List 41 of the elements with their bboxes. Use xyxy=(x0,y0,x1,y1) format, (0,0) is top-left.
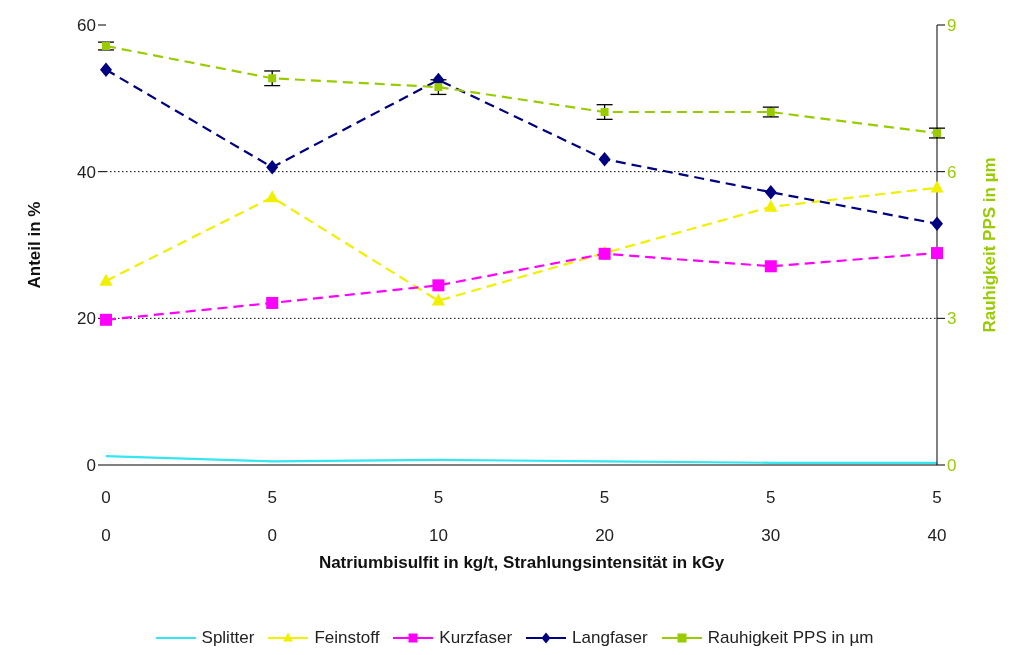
x-tick-label: 5 40 xyxy=(927,488,947,545)
point xyxy=(598,152,611,167)
y-axis-title: Anteil in % xyxy=(25,201,45,289)
point xyxy=(764,260,777,273)
y-tick-label: 40 xyxy=(77,162,96,182)
point xyxy=(100,62,112,77)
point xyxy=(431,293,445,306)
y-tick-label: 0 xyxy=(86,456,96,476)
point xyxy=(432,279,445,292)
point xyxy=(99,273,113,286)
legend-label: Splitter xyxy=(201,628,255,648)
legend-label: Rauhigkeit PPS in µm xyxy=(707,628,874,648)
x-tick-label: 5 0 xyxy=(267,488,277,545)
x-tick-label: 0 0 xyxy=(101,488,111,545)
point xyxy=(600,108,609,117)
point xyxy=(764,185,777,200)
x-tick-label: 5 30 xyxy=(761,488,781,545)
point xyxy=(434,83,443,92)
legend-label: Kurzfaser xyxy=(439,628,513,648)
point xyxy=(266,296,279,309)
point xyxy=(100,313,112,326)
point xyxy=(266,160,279,175)
point xyxy=(764,199,778,212)
y2-tick-label: 6 xyxy=(947,162,957,182)
point xyxy=(931,216,943,231)
point xyxy=(268,74,277,83)
point xyxy=(930,180,944,193)
legend-label: Feinstoff xyxy=(314,628,380,648)
y2-tick-label: 0 xyxy=(947,456,957,476)
point xyxy=(766,108,775,117)
x-tick-label: 5 10 xyxy=(428,488,448,545)
y-tick-label: 60 xyxy=(77,16,96,36)
y-tick-label: 20 xyxy=(77,309,96,329)
y2-axis-title: Rauhigkeit PPS in µm xyxy=(980,157,1000,333)
legend-label: Langfaser xyxy=(572,628,648,648)
x-axis-title: Natriumbisulfit in kg/t, Strahlungsintensität in kGy xyxy=(318,553,725,572)
x-tick-label: 5 20 xyxy=(595,488,615,545)
point xyxy=(265,190,279,203)
point xyxy=(931,247,943,260)
y2-tick-label: 3 xyxy=(947,309,957,329)
y2-tick-label: 9 xyxy=(947,16,957,36)
